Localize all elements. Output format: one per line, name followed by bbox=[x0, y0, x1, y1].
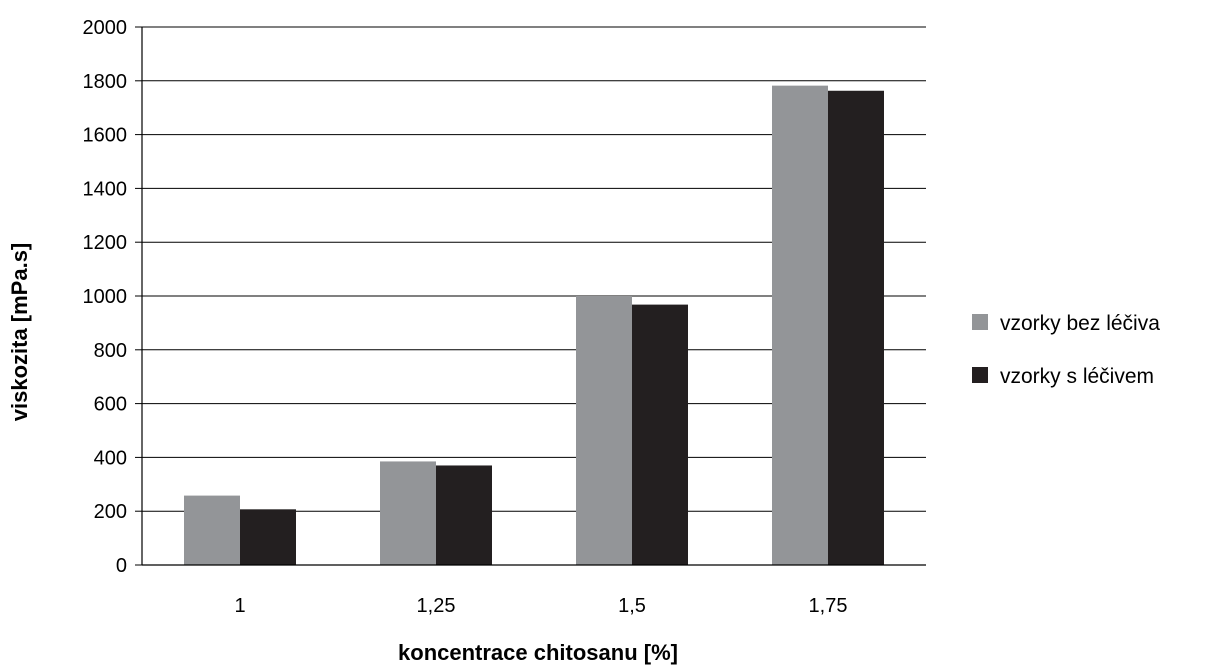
x-tick-label: 1,25 bbox=[417, 595, 456, 617]
y-tick-label: 600 bbox=[94, 394, 127, 416]
x-tick-labels: 1 1,25 1,5 1,75 bbox=[234, 595, 847, 617]
y-tick-label: 400 bbox=[94, 447, 127, 469]
bar-s-lecivem bbox=[632, 304, 688, 565]
x-tick-label: 1,5 bbox=[618, 595, 646, 617]
y-tick-label: 1600 bbox=[83, 125, 128, 147]
bar-bez-leciva bbox=[772, 85, 828, 565]
y-axis-title: viskozita [mPa.s] bbox=[7, 243, 32, 422]
y-tick-label: 2000 bbox=[83, 17, 128, 39]
x-axis-title: koncentrace chitosanu [%] bbox=[398, 640, 678, 665]
gridlines bbox=[142, 26, 926, 512]
legend-swatch bbox=[972, 367, 988, 383]
x-tick-label: 1,75 bbox=[809, 595, 848, 617]
y-tick-labels: 0 200 400 600 800 1000 1200 1400 1600 1800 2000 bbox=[83, 17, 142, 577]
bar-bez-leciva bbox=[576, 296, 632, 565]
y-tick-label: 1800 bbox=[83, 71, 128, 93]
bar-s-lecivem bbox=[436, 465, 492, 565]
y-tick-label: 800 bbox=[94, 340, 127, 362]
y-tick-label: 1200 bbox=[83, 232, 128, 254]
y-tick-label: 1400 bbox=[83, 178, 128, 200]
bar-bez-leciva bbox=[184, 495, 240, 565]
bar-bez-leciva bbox=[380, 461, 436, 565]
legend-label: vzorky s léčivem bbox=[1000, 365, 1154, 388]
bar-s-lecivem bbox=[828, 90, 884, 566]
y-tick-label: 200 bbox=[94, 501, 127, 523]
y-tick-label: 1000 bbox=[83, 286, 128, 308]
legend: vzorky bez léčiva vzorky s léčivem bbox=[972, 312, 1160, 388]
legend-label: vzorky bez léčiva bbox=[1000, 312, 1160, 335]
bar-s-lecivem bbox=[240, 509, 296, 565]
bars bbox=[184, 85, 884, 566]
y-tick-label: 0 bbox=[116, 555, 127, 577]
x-tick-label: 1 bbox=[234, 595, 245, 617]
legend-swatch bbox=[972, 314, 988, 330]
